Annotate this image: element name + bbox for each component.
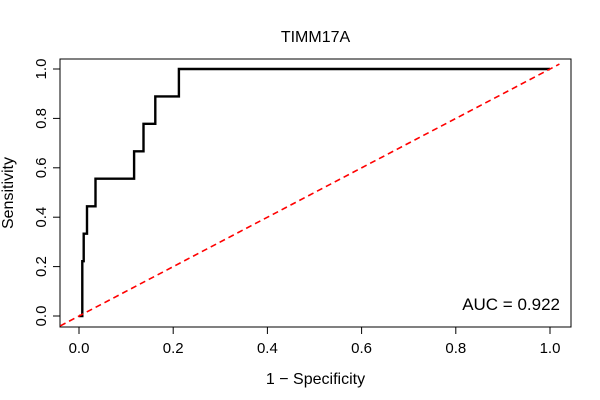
y-axis-label: Sensitivity [0, 157, 17, 229]
x-tick-label: 0.8 [445, 340, 466, 357]
series-layer [59, 63, 560, 327]
plot-frame [59, 58, 572, 328]
y-tick-label: 0.4 [33, 207, 50, 228]
y-tick-label: 1.0 [33, 59, 50, 80]
x-tick-label: 0.0 [69, 340, 90, 357]
y-tick-label: 0.6 [33, 157, 50, 178]
x-tick-label: 0.4 [257, 340, 278, 357]
reference-diagonal [59, 63, 560, 327]
chart-title: TIMM17A [281, 29, 351, 46]
y-tick-label: 0.8 [33, 108, 50, 129]
x-axis: 0.0 0.2 0.4 0.6 0.8 1.0 [69, 327, 561, 357]
roc-curve [79, 67, 550, 318]
y-tick-label: 0.0 [33, 306, 50, 327]
x-tick-label: 1.0 [540, 340, 561, 357]
auc-annotation: AUC = 0.922 [462, 295, 560, 314]
y-tick-label: 0.2 [33, 256, 50, 277]
y-axis: 0.0 0.2 0.4 0.6 0.8 1.0 [33, 59, 60, 327]
x-tick-label: 0.6 [351, 340, 372, 357]
x-tick-label: 0.2 [163, 340, 184, 357]
x-axis-label: 1 − Specificity [266, 371, 365, 388]
